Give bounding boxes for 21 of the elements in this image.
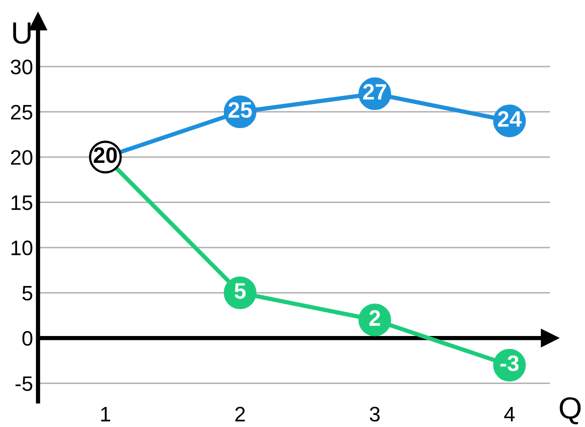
- data-label: 2: [369, 310, 380, 326]
- data-label: 25: [228, 102, 252, 118]
- x-tick-label: 1: [101, 407, 110, 422]
- y-tick-label: 20: [11, 150, 32, 165]
- data-label: 24: [498, 111, 522, 127]
- y-tick-label: 10: [12, 240, 32, 256]
- y-axis-title: U: [13, 22, 31, 44]
- x-axis-title: Q: [560, 397, 581, 424]
- y-tick-label: 0: [22, 331, 32, 346]
- y-tick-label: -5: [16, 376, 32, 392]
- data-label: 5: [234, 283, 246, 299]
- data-label: -3: [500, 355, 519, 372]
- y-tick-label: 5: [22, 286, 32, 301]
- x-tick-label: 4: [504, 407, 515, 422]
- x-tick-label: 3: [370, 406, 380, 422]
- y-tick-label: 25: [11, 104, 32, 120]
- data-label: 27: [363, 84, 386, 100]
- data-label: 20: [94, 147, 117, 164]
- y-tick-label: 15: [12, 196, 32, 210]
- x-tick-label: 2: [235, 406, 245, 422]
- y-tick-label: 30: [10, 60, 32, 74]
